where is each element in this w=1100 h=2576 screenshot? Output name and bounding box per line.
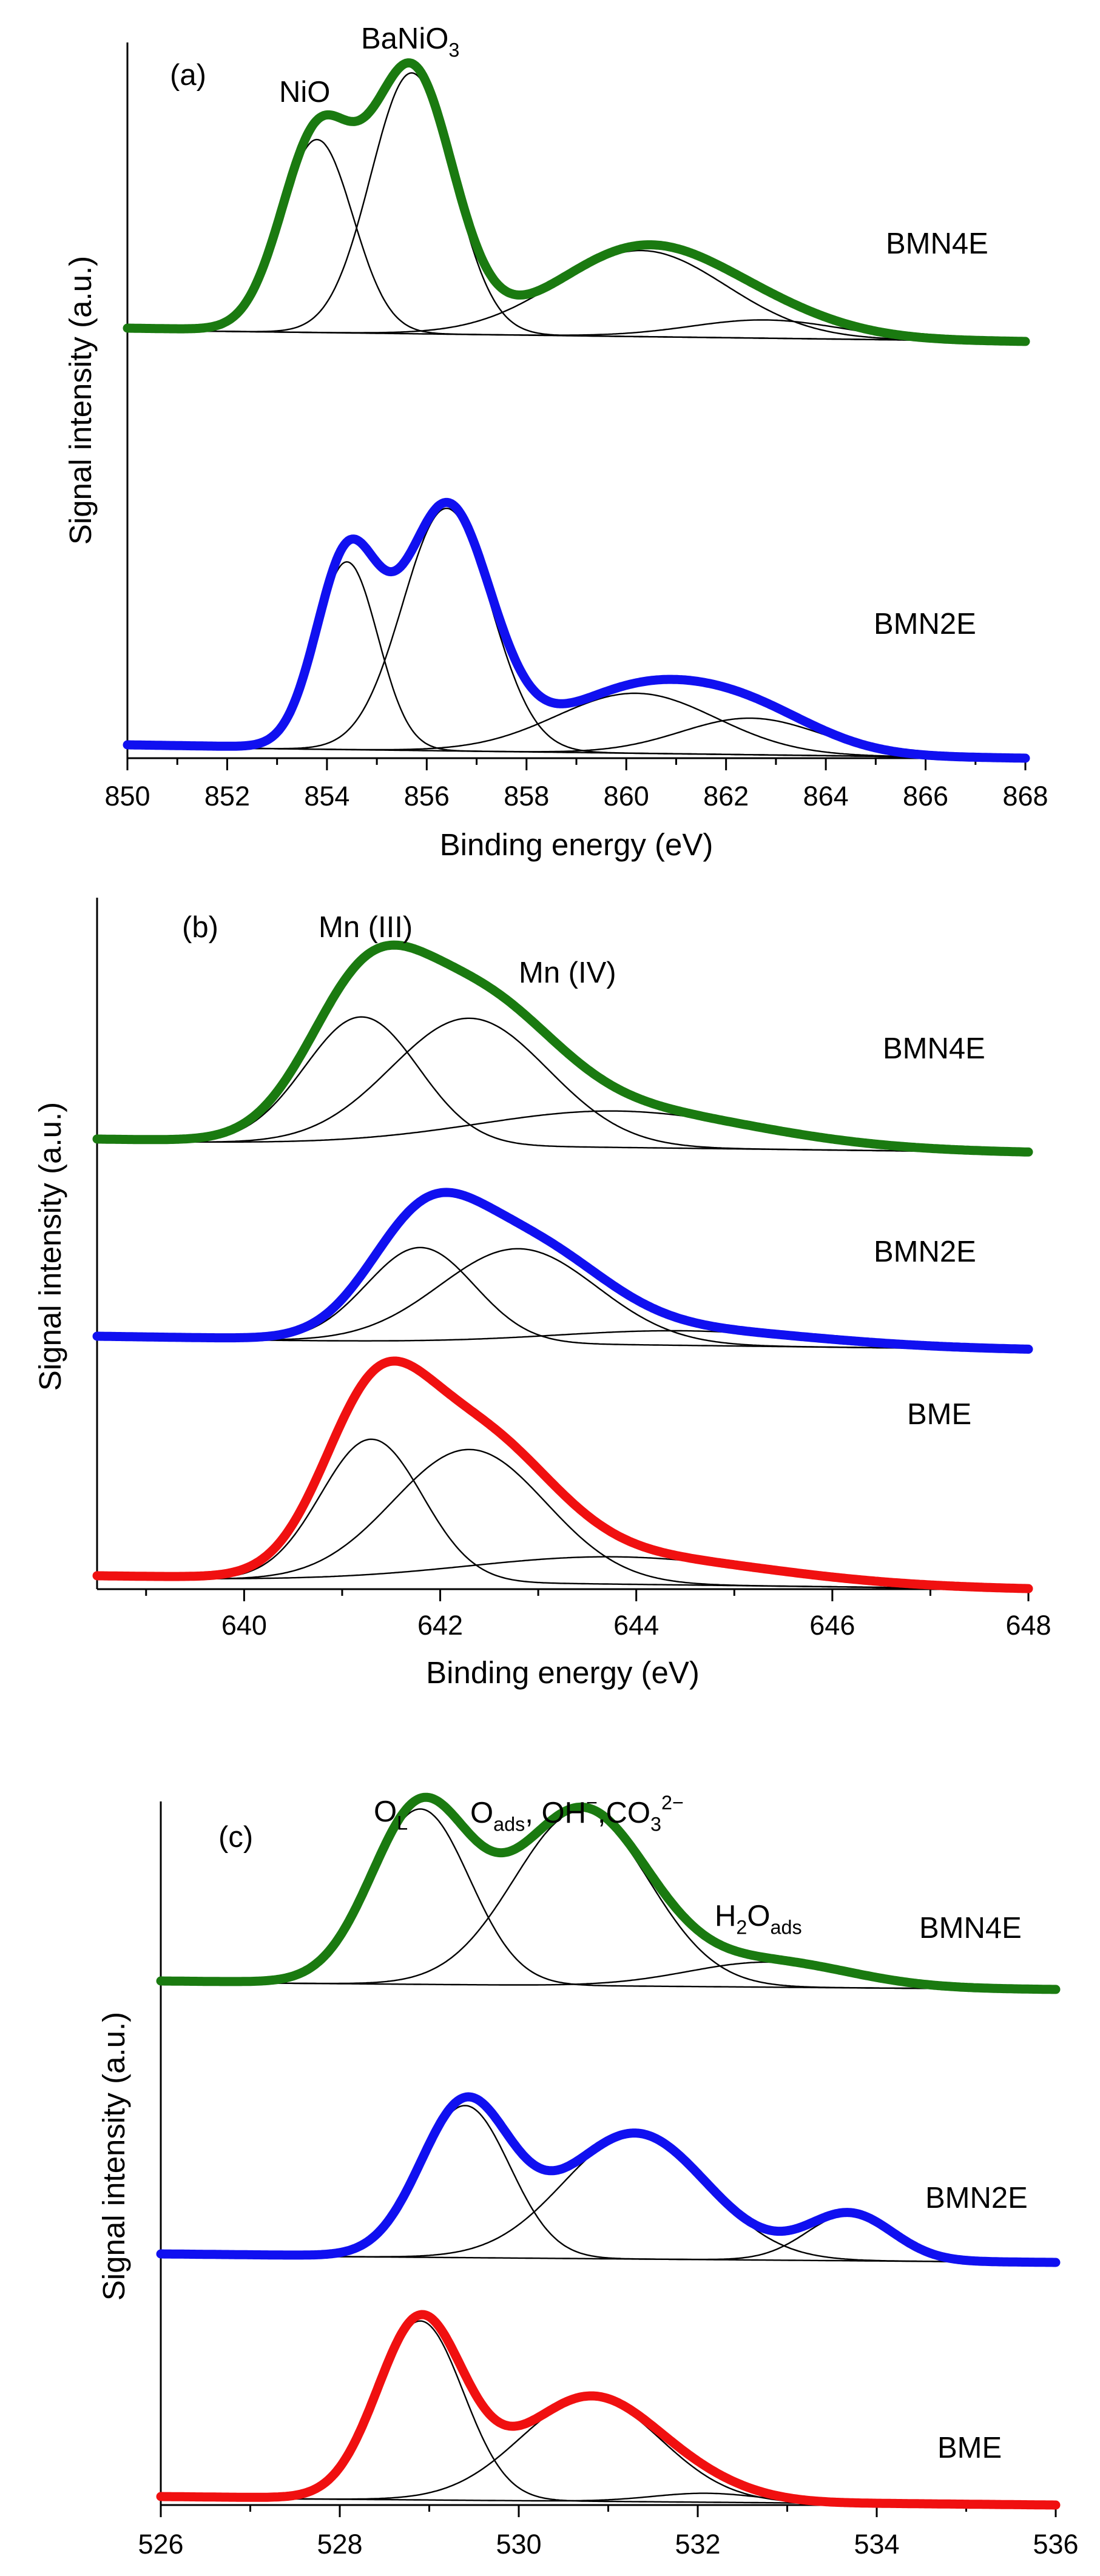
series-label: BMN2E <box>925 2182 1028 2214</box>
series-bme: BME <box>92 1356 1033 1593</box>
x-tick-label: 852 <box>204 781 250 812</box>
envelope-bmn4e <box>92 940 1033 1157</box>
panel-b-mn2p: 640 642 644 646 648 Binding energy (eV) Signal… <box>33 898 1051 1690</box>
annotation-banio3: BaNiO3 <box>361 22 459 61</box>
annotation-oads: Oads, OH−,CO32− <box>470 1792 684 1835</box>
envelope-bmn4e <box>123 58 1030 346</box>
annotation-nio: NiO <box>279 76 330 109</box>
series-label: BMN4E <box>883 1032 985 1065</box>
panel-a-ni2p: 850 852 854 856 858 860 862 864 866 868 Binding en… <box>63 22 1048 862</box>
series-bmn4e: BMN4E <box>123 58 1030 346</box>
envelope-bmn2e <box>156 2092 1061 2267</box>
annotation-mn3: Mn (III) <box>319 911 413 944</box>
series-bmn2e: BMN2E <box>156 2092 1061 2267</box>
envelope-bme <box>156 2310 1061 2510</box>
series-label: BME <box>937 2432 1002 2464</box>
series-bmn4e: BMN4E <box>92 940 1033 1157</box>
envelope-bmn4e <box>156 1792 1061 1994</box>
series-label: BMN2E <box>874 1236 976 1268</box>
series-label: BMN4E <box>919 1912 1022 1945</box>
fit-component-peak <box>127 72 1025 343</box>
x-axis-label: Binding energy (eV) <box>440 827 714 862</box>
x-tick-label: 642 <box>417 1610 463 1641</box>
fit-component-peak <box>97 1448 1028 1590</box>
y-axis-label: Signal intensity (a.u.) <box>33 1102 67 1391</box>
envelope-bmn2e <box>123 497 1030 763</box>
x-tick-label: 864 <box>803 781 849 812</box>
series-label: BMN4E <box>886 227 988 260</box>
x-tick-label: 862 <box>703 781 749 812</box>
series-bmn2e: BMN2E <box>92 1188 1033 1354</box>
series-bme: BME <box>156 2310 1061 2510</box>
x-tick-label: 850 <box>104 781 150 812</box>
x-tick-label: 536 <box>1033 2529 1078 2560</box>
panel-label: (a) <box>170 59 206 92</box>
fit-component-peak <box>97 1017 1028 1154</box>
x-axis-label: Binding energy (eV) <box>426 1655 700 1690</box>
fit-component-peak <box>161 2320 1056 2506</box>
x-tick-label: 528 <box>317 2529 362 2560</box>
y-axis-label: Signal intensity (a.u.) <box>63 256 98 545</box>
y-axis-label: Signal intensity (a.u.) <box>96 2012 131 2301</box>
panel-label: (b) <box>182 911 218 944</box>
annotation-h2o: H2Oads <box>715 1900 802 1939</box>
x-tick-label: 858 <box>504 781 549 812</box>
fit-component-peak <box>161 2396 1056 2506</box>
series-bmn2e: BMN2E <box>123 497 1030 763</box>
fit-component-peak <box>161 2133 1056 2264</box>
x-tick-label: 532 <box>675 2529 720 2560</box>
x-tick-label: 648 <box>1005 1610 1051 1641</box>
fit-component-peak <box>161 2105 1056 2264</box>
x-tick-label: 856 <box>404 781 450 812</box>
series-label: BME <box>907 1398 971 1431</box>
x-tick-label: 534 <box>854 2529 899 2560</box>
x-tick-label: 646 <box>809 1610 855 1641</box>
x-tick-label: 854 <box>304 781 349 812</box>
x-tick-label: 530 <box>496 2529 541 2560</box>
series-label: BMN2E <box>874 608 976 641</box>
annotation-mn4: Mn (IV) <box>519 957 616 989</box>
x-axis-label: Binding energy (eV) <box>471 2572 745 2576</box>
x-tick-label: 866 <box>903 781 948 812</box>
fit-component-peak <box>161 1809 1056 1991</box>
fit-component-peak <box>127 561 1025 759</box>
x-tick-label: 868 <box>1002 781 1048 812</box>
fit-component-peak <box>161 1808 1056 1991</box>
panel-c-o1s: 526 528 530 532 534 536 Binding energy (eV) Sig… <box>96 1792 1079 2576</box>
envelope-bme <box>92 1356 1033 1593</box>
x-tick-label: 860 <box>604 781 649 812</box>
x-tick-label: 526 <box>138 2529 183 2560</box>
annotation-ol: OL <box>374 1795 408 1834</box>
envelope-bmn2e <box>92 1188 1033 1354</box>
panel-label: (c) <box>218 1821 253 1854</box>
x-tick-label: 644 <box>613 1610 659 1641</box>
x-tick-label: 640 <box>221 1610 267 1641</box>
series-bmn4e: BMN4E <box>156 1792 1061 1994</box>
